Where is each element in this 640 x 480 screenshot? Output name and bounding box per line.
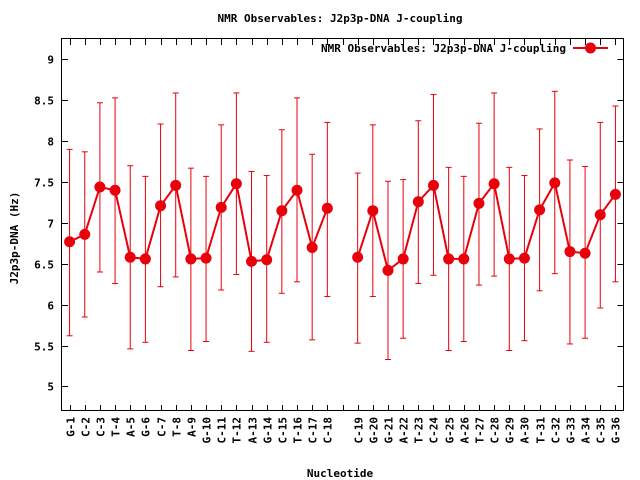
data-point [609, 188, 621, 200]
data-point [382, 264, 394, 276]
x-tick-label: A-30 [519, 417, 532, 444]
x-tick-label: C-28 [489, 417, 502, 444]
data-point [170, 179, 182, 191]
data-point [155, 200, 167, 212]
x-tick-label: A-5 [125, 417, 138, 437]
data-point [549, 177, 561, 189]
x-tick-label: T-31 [535, 417, 548, 444]
data-point [443, 253, 455, 265]
x-tick-label: C-11 [216, 417, 229, 444]
x-tick-label: T-12 [231, 417, 244, 444]
legend: NMR Observables: J2p3p-DNA J-coupling [321, 42, 608, 55]
data-point [276, 205, 288, 217]
x-tick-label: C-7 [156, 417, 169, 437]
y-tick-label: 8.5 [34, 95, 54, 108]
y-tick-label: 8 [47, 136, 54, 149]
x-axis: G-1 C-2 C-3 T-4 A-5 G-6 C-7 T-8 A-9 G-10 C-11 T-12 A… [65, 39, 623, 444]
x-tick-label: A-34 [580, 417, 593, 444]
x-tick-label: T-8 [171, 417, 184, 437]
data-point [139, 253, 151, 265]
data-point [321, 202, 333, 214]
data-point [412, 196, 424, 208]
y-axis-label: J2p3p-DNA (Hz) [8, 192, 21, 285]
y-tick-label: 6 [47, 300, 54, 313]
series-line [356, 180, 617, 273]
y-tick-label: 9 [47, 54, 54, 67]
series-line [69, 181, 329, 263]
x-tick-label: C-32 [550, 417, 563, 444]
data-point [230, 178, 242, 190]
x-tick-label: G-10 [201, 417, 214, 444]
data-point [579, 247, 591, 259]
x-tick-label: G-14 [262, 417, 275, 444]
data-point [518, 252, 530, 264]
legend-marker [585, 42, 596, 54]
data-point [124, 251, 136, 263]
x-tick-label: A-22 [398, 417, 411, 444]
data-point [306, 241, 318, 253]
data-point [427, 179, 439, 191]
x-tick-label: C-19 [353, 417, 366, 444]
y-tick-label: 7.5 [34, 177, 54, 190]
x-tick-label: C-15 [277, 417, 290, 444]
x-tick-label: G-25 [444, 417, 457, 444]
data-point [367, 205, 379, 217]
x-tick-label: G-36 [610, 417, 623, 444]
data-point [79, 228, 91, 240]
chart-title: NMR Observables: J2p3p-DNA J-coupling [217, 12, 462, 25]
x-tick-label: C-17 [307, 417, 320, 444]
data-point [594, 209, 606, 221]
x-tick-label: T-27 [474, 417, 487, 444]
y-tick-label: 5 [47, 381, 54, 394]
data-point [352, 251, 364, 263]
data-point [534, 204, 546, 216]
data-point [94, 181, 106, 193]
data-point [261, 254, 273, 266]
x-tick-label: C-2 [80, 417, 93, 437]
x-tick-label: C-24 [428, 417, 441, 444]
data-point [185, 253, 197, 265]
x-axis-label: Nucleotide [307, 467, 374, 480]
x-tick-label: C-3 [95, 417, 108, 437]
data-point [473, 197, 485, 209]
x-tick-label: G-29 [504, 417, 517, 444]
x-tick-label: C-35 [595, 417, 608, 444]
x-tick-label: G-6 [140, 417, 153, 437]
x-tick-label: T-4 [110, 417, 123, 437]
legend-label: NMR Observables: J2p3p-DNA J-coupling [321, 42, 566, 55]
data-point [397, 253, 409, 265]
plot-frame [61, 38, 624, 411]
x-tick-label: T-23 [413, 417, 426, 444]
x-tick-label: G-20 [368, 417, 381, 444]
data-point [109, 184, 121, 196]
x-tick-label: C-18 [322, 417, 335, 444]
y-tick-label: 6.5 [34, 259, 54, 272]
x-tick-label: A-26 [459, 417, 472, 444]
x-tick-label: A-9 [186, 417, 199, 437]
y-axis: 5 5.5 6 6.5 7 7.5 8 8.5 9 [34, 54, 624, 394]
data-series [64, 177, 621, 276]
x-tick-label: G-33 [565, 417, 578, 444]
x-tick-label: A-13 [247, 417, 260, 444]
data-point [246, 255, 258, 267]
y-tick-label: 7 [47, 218, 54, 231]
data-point [215, 201, 227, 213]
data-point [564, 246, 576, 258]
y-tick-label: 5.5 [34, 341, 54, 354]
data-point [200, 252, 212, 264]
data-point [291, 184, 303, 196]
data-point [503, 253, 515, 265]
x-tick-label: G-21 [383, 417, 396, 444]
x-tick-label: T-16 [292, 417, 305, 444]
data-point [64, 236, 76, 248]
data-point [488, 178, 500, 190]
data-point [458, 253, 470, 265]
x-tick-label: G-1 [65, 417, 78, 437]
